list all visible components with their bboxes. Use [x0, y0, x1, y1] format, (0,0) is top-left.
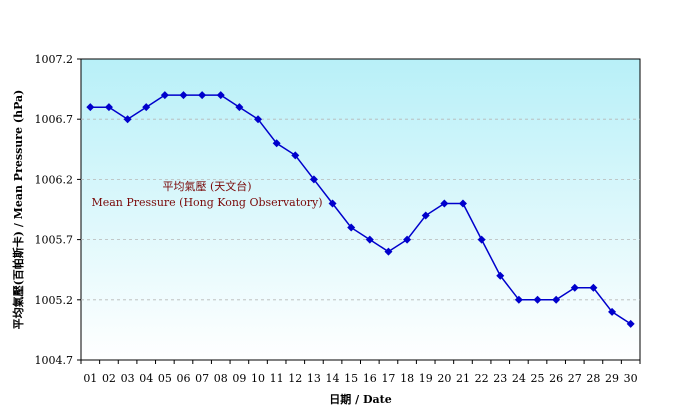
data-point-marker — [365, 235, 374, 244]
x-tick-label: 25 — [531, 372, 545, 385]
x-tick-label: 23 — [493, 372, 507, 385]
x-axis-ticks: 01 02 03 04 05 06 07 08 09 10 11 12 13 14 15 16 17 18 19 20… — [80, 360, 641, 385]
annotation-title-zh: 平均氣壓 (天文台) — [162, 179, 251, 193]
x-tick-label: 09 — [232, 372, 246, 385]
x-tick-label: 18 — [400, 372, 414, 385]
data-point-marker — [216, 91, 225, 100]
x-tick-label: 29 — [605, 372, 619, 385]
x-axis-title: 日期 / Date — [329, 392, 391, 406]
data-point-marker — [477, 235, 486, 244]
data-point-marker — [328, 199, 337, 208]
data-point-marker — [570, 283, 579, 292]
x-tick-label: 06 — [176, 372, 190, 385]
y-tick-label: 1004.7 — [35, 354, 74, 367]
x-tick-label: 28 — [586, 372, 600, 385]
data-point-marker — [254, 115, 263, 124]
x-tick-label: 21 — [456, 372, 470, 385]
data-point-marker — [179, 91, 188, 100]
y-tick-label: 1006.2 — [35, 173, 74, 186]
x-tick-label: 16 — [363, 372, 377, 385]
data-point-marker — [458, 199, 467, 208]
data-point-marker — [291, 151, 300, 160]
data-point-marker — [403, 235, 412, 244]
x-tick-label: 24 — [512, 372, 526, 385]
data-point-marker — [589, 283, 598, 292]
x-tick-label: 20 — [437, 372, 451, 385]
x-tick-label: 10 — [251, 372, 265, 385]
data-point-marker — [608, 307, 617, 316]
data-point-marker — [514, 295, 523, 304]
data-point-marker — [198, 91, 207, 100]
data-point-marker — [123, 115, 132, 124]
x-tick-label: 17 — [381, 372, 395, 385]
x-tick-label: 13 — [307, 372, 321, 385]
y-tick-label: 1005.7 — [35, 234, 74, 247]
x-tick-label: 03 — [121, 372, 135, 385]
x-tick-label: 26 — [549, 372, 563, 385]
data-point-marker — [160, 91, 169, 100]
data-point-marker — [142, 103, 151, 112]
y-tick-label: 1005.2 — [35, 294, 74, 307]
data-point-marker — [421, 211, 430, 220]
y-tick-label: 1006.7 — [35, 113, 74, 126]
x-tick-label: 27 — [568, 372, 582, 385]
x-tick-label: 30 — [624, 372, 638, 385]
data-point-marker — [86, 103, 95, 112]
data-point-marker — [440, 199, 449, 208]
x-tick-label: 07 — [195, 372, 209, 385]
data-point-marker — [104, 103, 113, 112]
x-tick-label: 08 — [214, 372, 228, 385]
x-tick-label: 12 — [288, 372, 302, 385]
x-tick-label: 01 — [83, 372, 97, 385]
x-tick-label: 04 — [139, 372, 153, 385]
data-point-marker — [272, 139, 281, 148]
annotation-title-en: Mean Pressure (Hong Kong Observatory) — [91, 196, 322, 209]
plot-area — [80, 58, 641, 361]
x-tick-label: 11 — [270, 372, 284, 385]
data-point-marker — [496, 271, 505, 280]
data-point-marker — [384, 247, 393, 256]
data-point-marker — [552, 295, 561, 304]
data-point-marker — [347, 223, 356, 232]
y-axis-ticks: 1007.2 1006.7 1006.2 1005.7 1005.2 1004.7 — [35, 53, 81, 367]
y-tick-label: 1007.2 — [35, 53, 74, 66]
data-point-marker — [235, 103, 244, 112]
x-tick-label: 14 — [326, 372, 340, 385]
data-point-marker — [309, 175, 318, 184]
data-point-marker — [533, 295, 542, 304]
data-point-marker — [626, 319, 635, 328]
x-tick-label: 02 — [102, 372, 116, 385]
series-markers — [86, 91, 635, 328]
x-tick-label: 22 — [475, 372, 489, 385]
y-axis-title: 平均氣壓(百帕斯卡) / Mean Pressure (hPa) — [11, 90, 25, 330]
x-tick-label: 19 — [419, 372, 433, 385]
x-tick-label: 05 — [158, 372, 172, 385]
x-tick-label: 15 — [344, 372, 358, 385]
